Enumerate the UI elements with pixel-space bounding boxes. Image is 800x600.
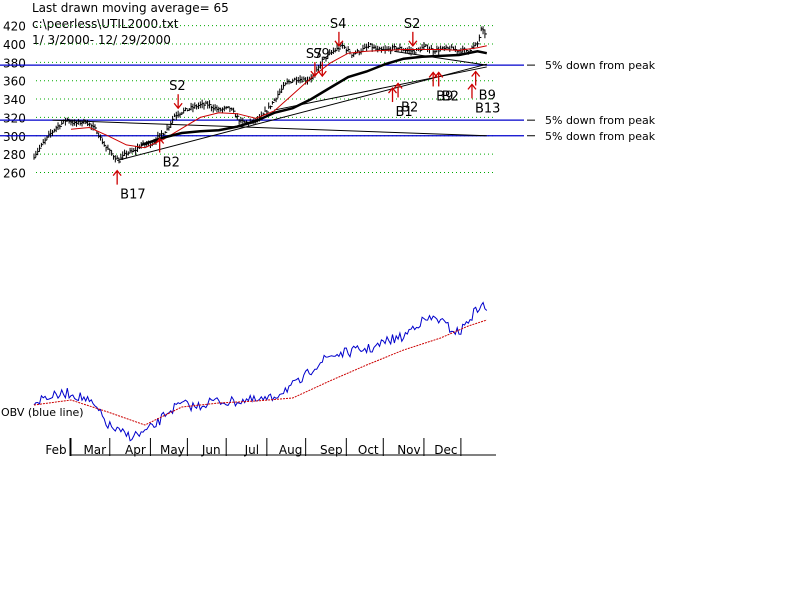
signal-label: S2 (404, 17, 421, 32)
signal-label: B2 (163, 156, 180, 171)
month-label: Jun (201, 443, 221, 457)
x-axis: Feb Mar Apr May Jun Jul Aug Sep Oct Nov Dec (45, 438, 496, 457)
signal-label: S9 (313, 47, 330, 62)
y-tick-label: 320 (3, 111, 26, 125)
y-tick-label: 400 (3, 38, 26, 52)
month-label: Feb (45, 443, 66, 457)
y-tick-label: 260 (3, 166, 26, 180)
grid-lines (36, 25, 494, 173)
trend-lines (52, 50, 487, 162)
signal-arrowhead (467, 83, 477, 90)
signal-label: B13 (475, 101, 500, 116)
signal-arrowhead (310, 70, 320, 78)
signal-label: B1 (396, 105, 413, 120)
month-label: Sep (320, 443, 343, 457)
y-tick-label: 360 (3, 75, 26, 89)
signal-label: B17 (120, 188, 145, 203)
trend-line (394, 50, 487, 66)
obv-moving-average-line (33, 319, 487, 426)
header-ma-label: Last drawn moving average= 65 (32, 1, 229, 15)
signal-label: S2 (169, 79, 186, 94)
signal-label: B2 (401, 100, 418, 115)
signal-arrowhead (388, 86, 398, 94)
month-label: May (160, 443, 185, 457)
y-tick-label: 340 (3, 93, 26, 107)
y-axis-ticks: 260 280 300 320 340 360 380 400 420 (3, 20, 26, 181)
peak-level-label: 5% down from peak (545, 59, 656, 72)
obv-panel (33, 301, 488, 442)
signal-arrowhead (393, 82, 403, 89)
signal-arrowhead (155, 137, 165, 144)
month-label: Apr (125, 443, 146, 457)
y-tick-label: 300 (3, 130, 26, 144)
signal-arrowhead (471, 70, 481, 77)
month-label: Oct (358, 443, 379, 457)
month-label: Dec (434, 443, 457, 457)
month-label: Jul (244, 443, 259, 457)
obv-line (33, 301, 488, 442)
trend-line (117, 63, 487, 162)
signal-label: S7 (306, 47, 323, 62)
y-tick-label: 380 (3, 56, 26, 70)
signal-arrowhead (334, 40, 344, 47)
y-tick-label: 420 (3, 20, 26, 34)
header-file-path: c:\peerless\UTIL2000.txt (32, 17, 179, 31)
short-moving-average-line (70, 45, 487, 149)
signal-arrowhead (173, 102, 183, 110)
signal-label: B9 (436, 89, 453, 104)
moving-average-65-line (140, 50, 488, 147)
header-date-range: 1/ 3/2000- 12/ 29/2000 (32, 33, 171, 47)
signal-label: B2 (442, 89, 459, 104)
month-label: Mar (83, 443, 106, 457)
month-label: Nov (397, 443, 420, 457)
peak-level-label: 5% down from peak (545, 130, 656, 143)
signal-arrowhead (112, 169, 122, 177)
signal-arrowhead (317, 70, 327, 78)
moving-averages (70, 45, 488, 149)
month-label: Aug (279, 443, 302, 457)
signal-label: S4 (330, 17, 347, 32)
y-tick-label: 280 (3, 148, 26, 162)
signal-arrowhead (408, 40, 418, 47)
signal-label: B9 (479, 89, 496, 104)
obv-label: OBV (blue line) (1, 406, 84, 419)
peak-level-label: 5% down from peak (545, 114, 656, 127)
trend-line (52, 119, 487, 137)
trend-line (274, 66, 487, 111)
signal-arrowhead (434, 71, 444, 78)
